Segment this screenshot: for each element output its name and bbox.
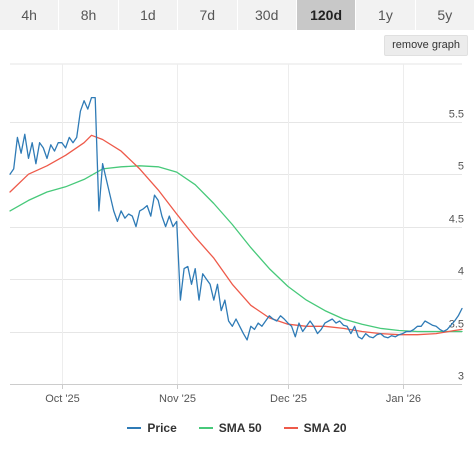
tab-8h[interactable]: 8h xyxy=(59,0,119,30)
y-tick-label: 4.5 xyxy=(449,214,464,226)
x-tick-label: Oct '25 xyxy=(45,393,80,405)
tab-30d[interactable]: 30d xyxy=(237,0,297,30)
tab-1y[interactable]: 1y xyxy=(356,0,416,30)
legend-sma50-label: SMA 50 xyxy=(218,421,262,435)
y-tick-label: 4 xyxy=(458,266,464,278)
legend-sma20-label: SMA 20 xyxy=(303,421,347,435)
x-tick-label: Dec '25 xyxy=(270,393,307,405)
legend-sma20[interactable]: SMA 20 xyxy=(283,421,347,435)
legend-sma50[interactable]: SMA 50 xyxy=(198,421,262,435)
tab-4h[interactable]: 4h xyxy=(0,0,60,30)
tab-5y[interactable]: 5y xyxy=(415,0,474,30)
series-line-sma-20 xyxy=(9,134,463,336)
y-tick-label: 5 xyxy=(458,161,464,173)
tab-7d[interactable]: 7d xyxy=(178,0,238,30)
tab-1d[interactable]: 1d xyxy=(118,0,179,30)
series-line-sma-50 xyxy=(9,165,463,333)
legend-sma50-swatch xyxy=(198,427,213,429)
series-line-price xyxy=(9,96,463,341)
y-tick-label: 3.5 xyxy=(449,319,464,331)
legend-price-swatch xyxy=(127,427,142,429)
x-tick-label: Nov '25 xyxy=(159,393,196,405)
x-tick-label: Jan '26 xyxy=(386,393,421,405)
y-tick-label: 5.5 xyxy=(449,109,464,121)
timeframe-tabs: 4h 8h 1d 7d 30d 120d 1y 5y xyxy=(0,0,474,30)
y-tick-label: 3 xyxy=(458,371,464,383)
remove-graph-button[interactable]: remove graph xyxy=(384,35,468,56)
chart-legend: Price SMA 50 SMA 20 xyxy=(0,421,474,435)
price-chart: 3 3.5 4 4.5 5 5.5 Oct '25 Nov '25 Dec '25 Jan '26 xyxy=(9,63,464,405)
legend-price-label: Price xyxy=(147,421,177,435)
legend-price[interactable]: Price xyxy=(127,421,177,435)
tab-120d[interactable]: 120d xyxy=(296,0,357,30)
legend-sma20-swatch xyxy=(283,427,298,429)
